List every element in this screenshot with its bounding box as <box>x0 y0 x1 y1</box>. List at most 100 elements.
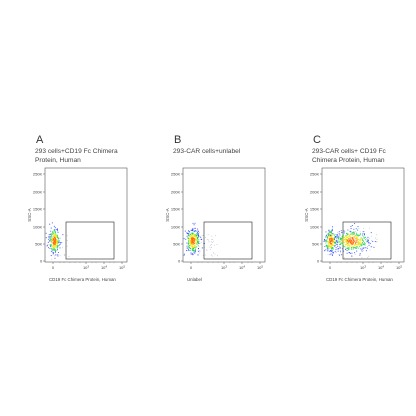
flow-plot-a: 250K 200K 150K 100K 50K 0 0 103 104 105 SSC-A CD19 … <box>27 167 128 282</box>
event-point <box>333 237 336 239</box>
event-point <box>55 229 57 231</box>
event-point <box>58 231 60 233</box>
population-positive <box>325 223 376 257</box>
event-point <box>344 236 346 238</box>
event-point <box>348 237 350 239</box>
event-point <box>192 246 194 248</box>
event-point <box>347 241 350 243</box>
event-point <box>199 250 201 252</box>
event-point <box>191 247 193 249</box>
event-point <box>198 252 200 254</box>
event-point <box>57 251 60 254</box>
event-point <box>50 233 53 235</box>
event-point <box>53 225 55 227</box>
event-point <box>367 239 369 242</box>
event-point <box>353 231 355 233</box>
y-tick-label: 200K <box>33 189 43 194</box>
event-point <box>370 232 372 234</box>
event-point <box>197 240 199 242</box>
event-point <box>347 242 349 244</box>
event-point <box>334 236 336 238</box>
y-tick-label: 250K <box>33 171 43 176</box>
event-point <box>367 238 369 240</box>
event-point <box>194 235 196 237</box>
event-point <box>352 235 354 237</box>
event-point <box>50 227 52 229</box>
event-point <box>193 246 195 248</box>
event-point <box>45 237 47 239</box>
event-point <box>333 244 335 247</box>
event-point <box>335 236 337 238</box>
event-point <box>341 242 343 244</box>
event-point <box>49 236 51 238</box>
event-point <box>328 233 330 235</box>
event-point <box>354 223 356 225</box>
event-point <box>216 243 218 245</box>
event-point <box>194 239 196 241</box>
event-point <box>339 250 342 252</box>
event-point <box>192 247 194 249</box>
x-axis-label: CD19 Fc Chimera Protein, Human <box>326 277 393 282</box>
event-point <box>330 232 332 234</box>
event-point <box>355 240 357 242</box>
event-point <box>339 240 341 242</box>
event-point <box>342 245 344 247</box>
event-point <box>59 243 62 245</box>
event-point <box>346 237 348 239</box>
event-point <box>360 238 362 240</box>
event-point <box>348 248 350 250</box>
y-axis-label: SSC-A <box>165 208 170 221</box>
event-point <box>197 250 199 252</box>
event-point <box>49 233 51 234</box>
event-point <box>188 231 190 233</box>
event-point <box>186 242 188 244</box>
event-point <box>57 254 59 256</box>
x-axis-label: Unlabel <box>187 277 202 282</box>
event-point <box>202 254 204 256</box>
event-point <box>344 240 346 242</box>
event-point <box>192 249 194 251</box>
x-tick-label: 104 <box>378 264 384 270</box>
event-point <box>64 255 66 256</box>
event-point <box>49 247 51 250</box>
event-point <box>196 243 198 245</box>
event-point <box>323 238 326 240</box>
event-point <box>354 238 356 240</box>
event-point <box>354 247 356 249</box>
event-point <box>207 234 209 236</box>
y-tick-label: 0 <box>317 258 320 263</box>
event-point <box>50 255 52 257</box>
event-point <box>357 240 359 242</box>
event-point <box>54 240 56 242</box>
event-point <box>359 248 361 250</box>
event-point <box>352 237 354 239</box>
event-point <box>191 248 193 250</box>
event-point <box>359 234 361 237</box>
event-point <box>346 233 348 235</box>
y-axis-label: SSC-A <box>304 208 309 221</box>
event-point <box>211 235 213 237</box>
event-point <box>183 254 185 256</box>
event-point <box>359 253 361 255</box>
panel-title-b: 293-CAR cells+unlabel <box>173 148 241 155</box>
event-point <box>58 237 59 239</box>
event-point <box>50 236 52 238</box>
event-point <box>352 248 354 250</box>
event-point <box>365 239 367 241</box>
event-point <box>368 237 370 239</box>
event-point <box>206 249 208 251</box>
x-tick-label: 103 <box>221 264 227 270</box>
event-point <box>329 243 331 245</box>
event-point <box>325 249 327 251</box>
event-point <box>49 223 51 225</box>
event-point <box>211 244 212 246</box>
plot-panel-b: B 293-CAR cells+unlabel 250K 200K 150K 100K… <box>138 0 276 416</box>
event-point <box>197 242 199 244</box>
event-point <box>342 244 344 246</box>
event-point <box>56 239 59 241</box>
event-point <box>193 242 195 244</box>
event-point <box>327 249 329 251</box>
event-point <box>191 239 193 241</box>
event-point <box>367 246 368 247</box>
event-point <box>341 238 343 240</box>
